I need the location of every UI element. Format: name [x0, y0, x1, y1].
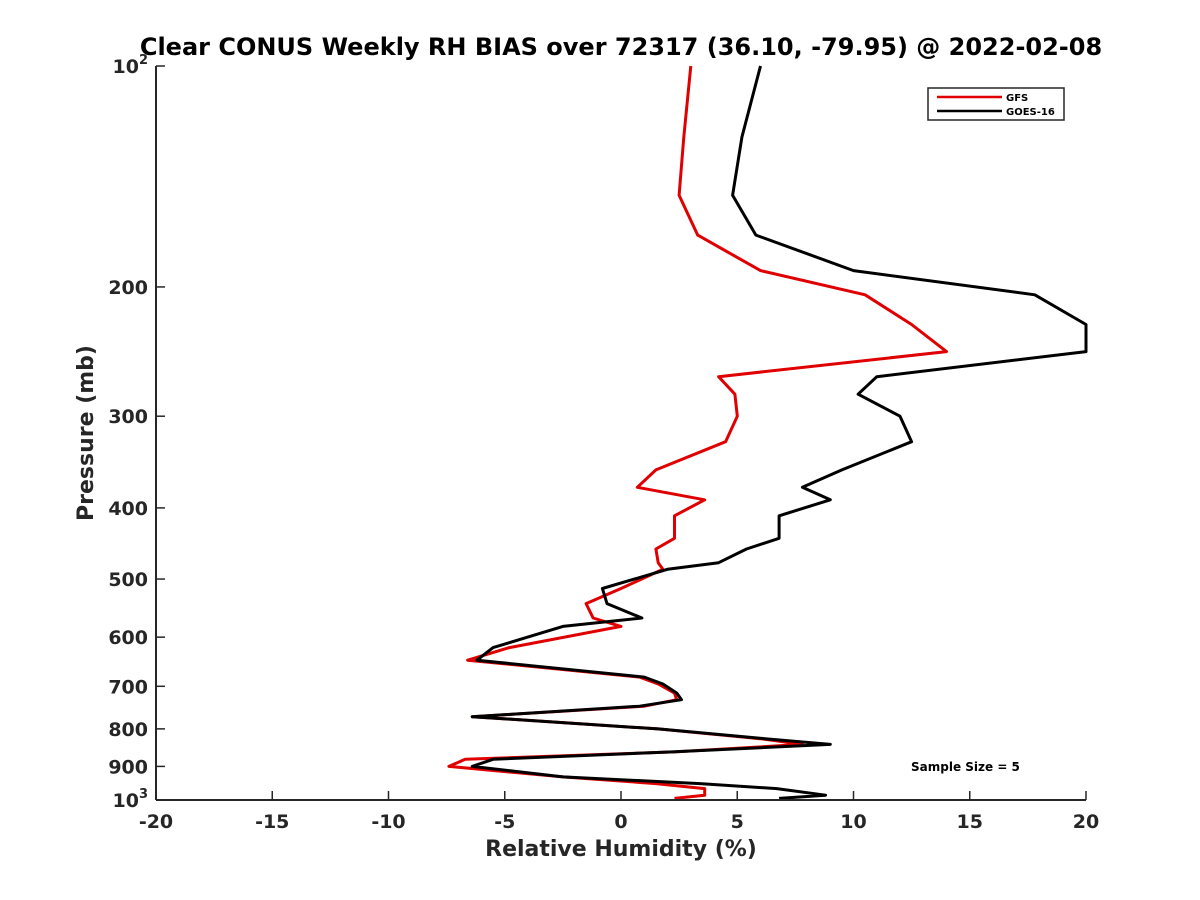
legend: GFS GOES-16: [927, 87, 1065, 121]
x-tick-label: -15: [255, 811, 289, 833]
sample-size-annotation: Sample Size = 5: [911, 760, 1020, 774]
y-axis-label: Pressure (mb): [74, 345, 99, 521]
y-tick-label: 102: [113, 53, 149, 78]
x-tick-label: -10: [371, 811, 405, 833]
x-tick-label: 15: [957, 811, 983, 833]
plot-area: -20 -15 -10 -5 0 5 10 15 20 102 200 300 400 500 600 70…: [108, 53, 1099, 833]
legend-box: [927, 87, 1065, 121]
x-tick-label: -20: [139, 811, 173, 833]
y-tick-label: 700: [108, 676, 148, 698]
legend-label-gfs: GFS: [1006, 93, 1028, 104]
y-tick-label: 200: [108, 277, 148, 299]
x-tick-label: 20: [1073, 811, 1099, 833]
x-axis-label: Relative Humidity (%): [485, 837, 757, 862]
x-tick-label: 5: [731, 811, 744, 833]
series-line-gfs: [447, 65, 948, 800]
y-tick-label: 900: [108, 756, 148, 778]
x-tick-label: -5: [494, 811, 515, 833]
legend-label-goes-16: GOES-16: [1006, 107, 1055, 118]
x-ticks: -20 -15 -10 -5 0 5 10 15 20: [139, 791, 1099, 833]
y-tick-label: 600: [108, 627, 148, 649]
y-tick-label: 500: [108, 569, 148, 591]
chart-title: Clear CONUS Weekly RH BIAS over 72317 (3…: [140, 33, 1102, 61]
series-layer: [447, 65, 1088, 800]
y-tick-label: 400: [108, 498, 148, 520]
y-tick-label: 103: [113, 787, 149, 812]
y-tick-label: 800: [108, 719, 148, 741]
x-tick-label: 10: [840, 811, 866, 833]
y-ticks: 102 200 300 400 500 600 700 800 900 103: [108, 53, 165, 812]
series-line-goes-16: [470, 65, 1088, 800]
x-tick-label: 0: [614, 811, 627, 833]
y-tick-label: 300: [108, 406, 148, 428]
